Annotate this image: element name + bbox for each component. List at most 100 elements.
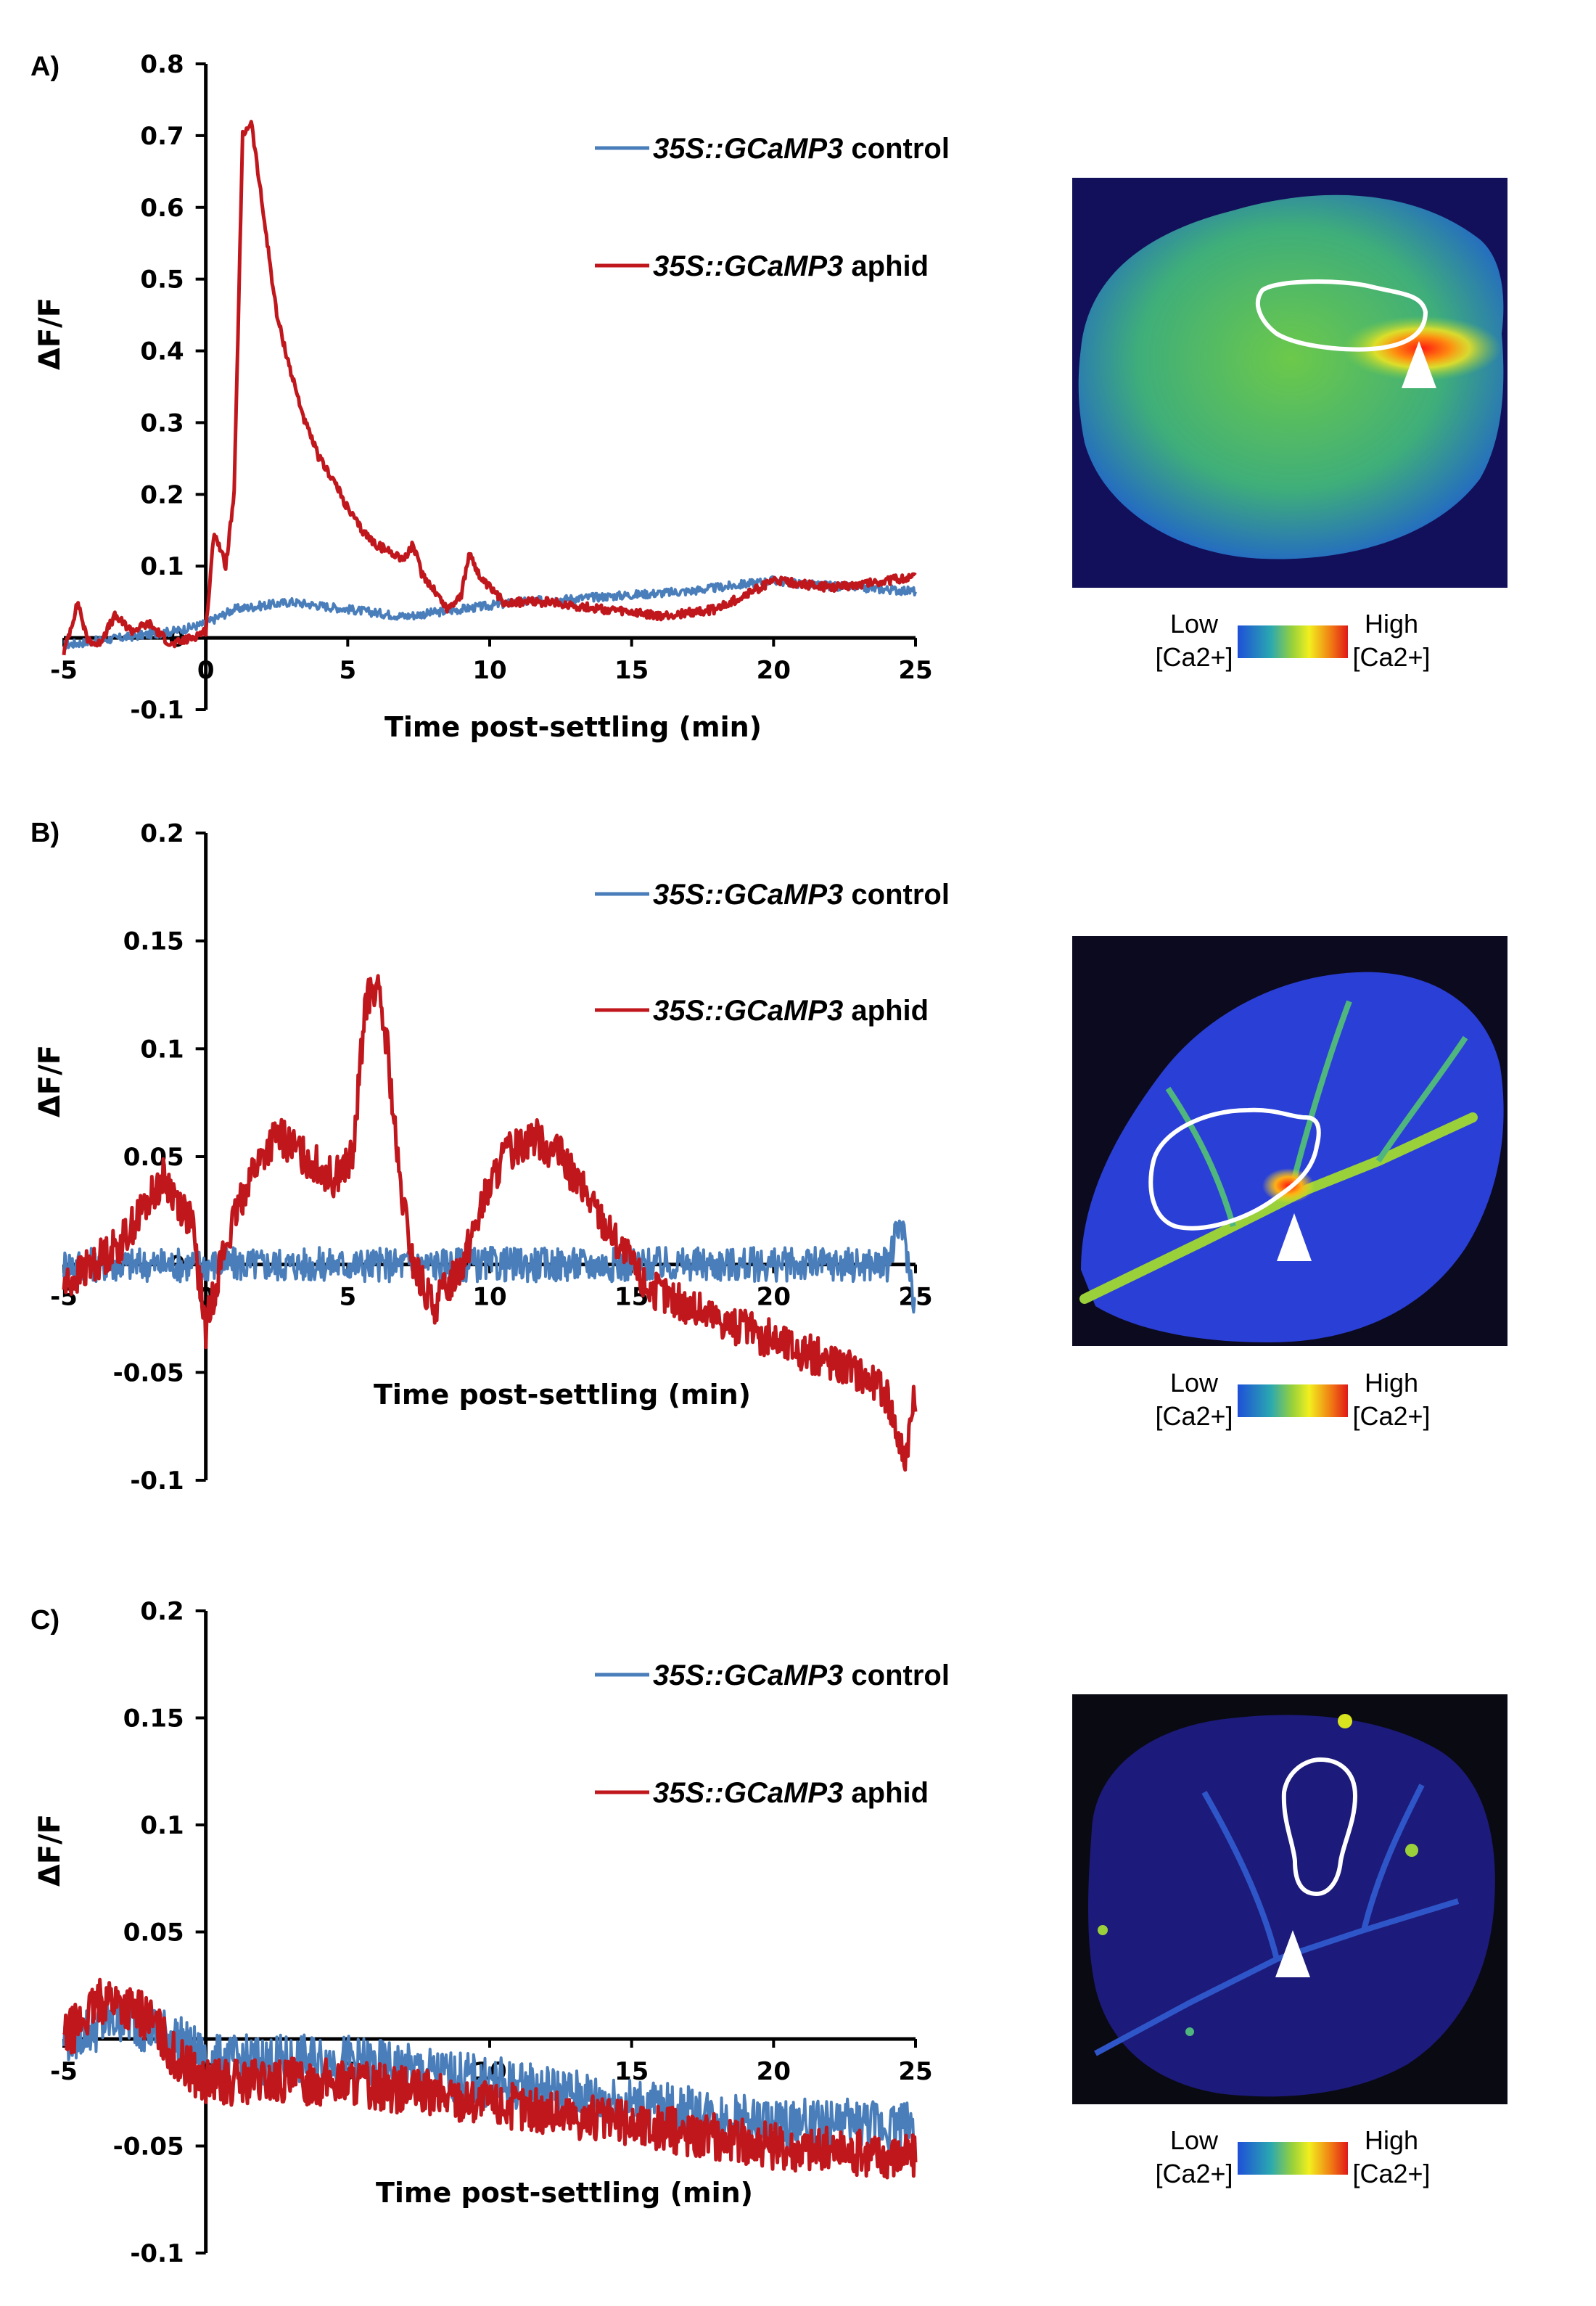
panel-b: B) ΔF/F Time post-settling (min) 0.20.15… [30,818,1507,1495]
x-tick-label: 5 [339,1283,356,1312]
legend-label-control: 35S::GCaMP3 control [653,1659,950,1691]
legend-control-suffix: control [843,879,950,911]
panel-label-a: A) [30,52,59,82]
x-tick-label: -5 [50,2057,78,2086]
y-tick-label: 0.15 [123,927,184,956]
y-tick-label: 0.1 [140,1035,184,1064]
colorbar-c: Low [Ca2+] High [Ca2+] [1155,2125,1430,2188]
x-tick-label: 25 [898,2057,932,2086]
y-axis-label: ΔF/F [33,298,67,370]
leaf-shape [1078,194,1504,559]
y-tick-label: 0.1 [140,552,184,581]
y-tick-label: 0.6 [140,194,184,223]
legend-label-aphid: 35S::GCaMP3 aphid [653,995,929,1027]
series-lines [62,974,918,1472]
colorbar-high-label: High [1365,1368,1418,1398]
x-tick-label: 10 [472,1283,506,1312]
colorbar-gradient [1238,625,1348,658]
colorbar-high-unit: [Ca2+] [1352,1401,1430,1431]
x-tick-label: 5 [339,656,356,685]
y-tick-label: 0.1 [140,1811,184,1840]
y-tick-label: 0.5 [140,266,184,295]
y-tick-label: 0.2 [140,819,184,848]
legend: 35S::GCaMP3 control 35S::GCaMP3 aphid [595,133,950,282]
panel-a: A) ΔF/F Time post-settling (min) 0.8 0.7 0… [30,50,1507,743]
leaf-veins-minor [1165,1000,1468,1228]
panel-label-c: C) [30,1605,59,1636]
colorbar-low-unit: [Ca2+] [1155,2159,1233,2188]
legend-control-suffix: control [843,133,950,165]
x-tick-labels: -50510152025 [50,656,933,685]
x-tick-label: 10 [472,656,506,685]
y-tick-label: 0.7 [140,122,184,151]
colorbar-gradient [1238,1384,1348,1417]
legend-label-aphid: 35S::GCaMP3 aphid [653,250,929,282]
calcium-image-c [1072,1694,1507,2104]
panel-c: C) ΔF/F Time post-settling (min) 0.2 0.15… [30,1597,1507,2268]
x-tick-label: 20 [757,656,791,685]
y-tick-label: 0.2 [140,480,184,509]
y-tick-label: -0.05 [113,2133,184,2162]
aphid-position-arrow-icon [1275,1930,1310,1977]
x-tick-label: 25 [898,1283,932,1312]
colorbar-low-label: Low [1170,1368,1219,1398]
aphid-outline [1281,1757,1358,1897]
calcium-speck [1098,1925,1108,1935]
colorbar-low-unit: [Ca2+] [1155,1401,1233,1431]
legend-aphid-suffix: aphid [843,250,929,282]
legend-label-control: 35S::GCaMP3 control [653,133,950,165]
series-line-aphid [62,974,918,1472]
legend-control-suffix: control [843,1659,950,1691]
legend-label-aphid: 35S::GCaMP3 aphid [653,1777,929,1809]
calcium-speck [1338,1714,1352,1728]
x-tick-label: -5 [50,656,78,685]
aphid-position-arrow-icon [1277,1213,1312,1261]
y-tick-label: 0.2 [140,1597,184,1626]
legend-aphid-prefix: 35S::GCaMP3 [653,250,843,282]
y-tick-label: -0.1 [130,696,184,725]
calcium-hotspot [1342,316,1502,381]
y-tick-label: 0.4 [140,337,184,366]
x-axis-label: Time post-settling (min) [376,2177,753,2209]
aphid-outline [1256,279,1428,352]
colorbar-gradient [1238,2142,1348,2175]
calcium-image-a [1072,178,1507,588]
x-axis-label: Time post-settling (min) [384,711,762,743]
colorbar-a: Low [Ca2+] High [Ca2+] [1155,609,1430,672]
x-tick-labels: -50510152025 [50,1283,933,1312]
aphid-outline [1148,1107,1321,1231]
x-axis-label: Time post-settling (min) [374,1379,751,1411]
panel-label-b: B) [30,818,59,848]
series-line-control [62,1995,917,2152]
y-tick-labels: 0.20.150.10.05-0.05-0.10 [113,1597,186,2268]
x-tick-label: 15 [614,2057,649,2086]
colorbar-high-label: High [1365,2125,1418,2155]
x-tick-label: 25 [898,656,932,685]
y-tick-label: 0.3 [140,409,184,438]
colorbar-low-label: Low [1170,609,1219,639]
calcium-speck [1185,2027,1194,2036]
x-tick-label: 15 [614,656,649,685]
y-tick-labels: 0.20.150.10.05-0.05-0.10 [113,819,186,1495]
y-axis-label: ΔF/F [33,1045,67,1117]
series-lines [62,1977,918,2180]
series-line-control [62,1219,916,1314]
series-line-aphid [62,120,917,656]
legend-control-prefix: 35S::GCaMP3 [653,1659,843,1691]
y-axis-label: ΔF/F [33,1814,67,1887]
y-tick-label: 0.05 [123,1919,184,1948]
y-tick-label: -0.05 [113,1358,184,1387]
y-tick-label: 0.15 [123,1704,184,1733]
legend-aphid-prefix: 35S::GCaMP3 [653,995,843,1027]
legend-aphid-suffix: aphid [843,1777,929,1809]
colorbar-low-unit: [Ca2+] [1155,642,1233,672]
colorbar-b: Low [Ca2+] High [Ca2+] [1155,1368,1430,1431]
y-tick-label: -0.1 [130,2239,184,2268]
y-tick-label: 0.8 [140,50,184,79]
y-tick-labels: 0.80.70.60.50.40.30.20.1-0.10 [130,50,185,725]
calcium-speck [1405,1844,1418,1857]
colorbar-high-label: High [1365,609,1418,639]
legend: 35S::GCaMP3 control 35S::GCaMP3 aphid [595,879,950,1027]
axes [62,62,917,711]
